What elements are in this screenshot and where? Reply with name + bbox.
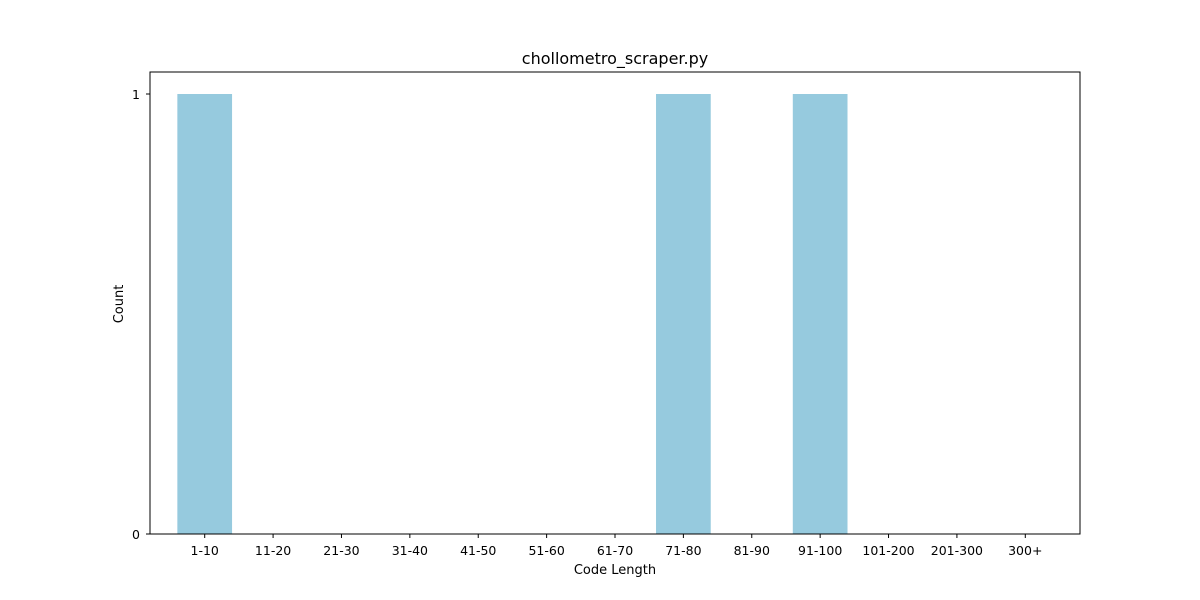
x-tick-label: 71-80	[665, 543, 701, 558]
x-tick-label: 300+	[1008, 543, 1042, 558]
x-tick-label: 91-100	[798, 543, 842, 558]
x-tick-label: 51-60	[528, 543, 564, 558]
x-tick-label: 21-30	[323, 543, 359, 558]
x-tick-label: 61-70	[597, 543, 633, 558]
plot-frame	[149, 71, 1081, 535]
y-tick-label: 0	[132, 527, 140, 542]
y-tick-label: 1	[132, 87, 140, 102]
bar-71-80	[656, 94, 711, 534]
x-axis-ticks: 1-10 11-20 21-30 31-40 41-50 51-60 61-70 71-80 8…	[191, 534, 1042, 558]
y-axis-label: Count	[112, 285, 127, 324]
bar-91-100	[792, 94, 848, 534]
x-tick-label: 101-200	[862, 543, 914, 558]
y-axis-ticks: 01	[132, 87, 150, 542]
bars-group	[177, 94, 848, 534]
bar-1-10	[177, 94, 233, 534]
x-tick-label: 1-10	[191, 543, 219, 558]
x-tick-label: 81-90	[734, 543, 770, 558]
x-tick-label: 41-50	[460, 543, 496, 558]
x-axis-label: Code Length	[574, 563, 656, 578]
x-tick-label: 11-20	[255, 543, 291, 558]
x-tick-label: 31-40	[392, 543, 428, 558]
x-tick-label: 201-300	[931, 543, 983, 558]
chart-title: chollometro_scraper.py	[522, 49, 708, 69]
